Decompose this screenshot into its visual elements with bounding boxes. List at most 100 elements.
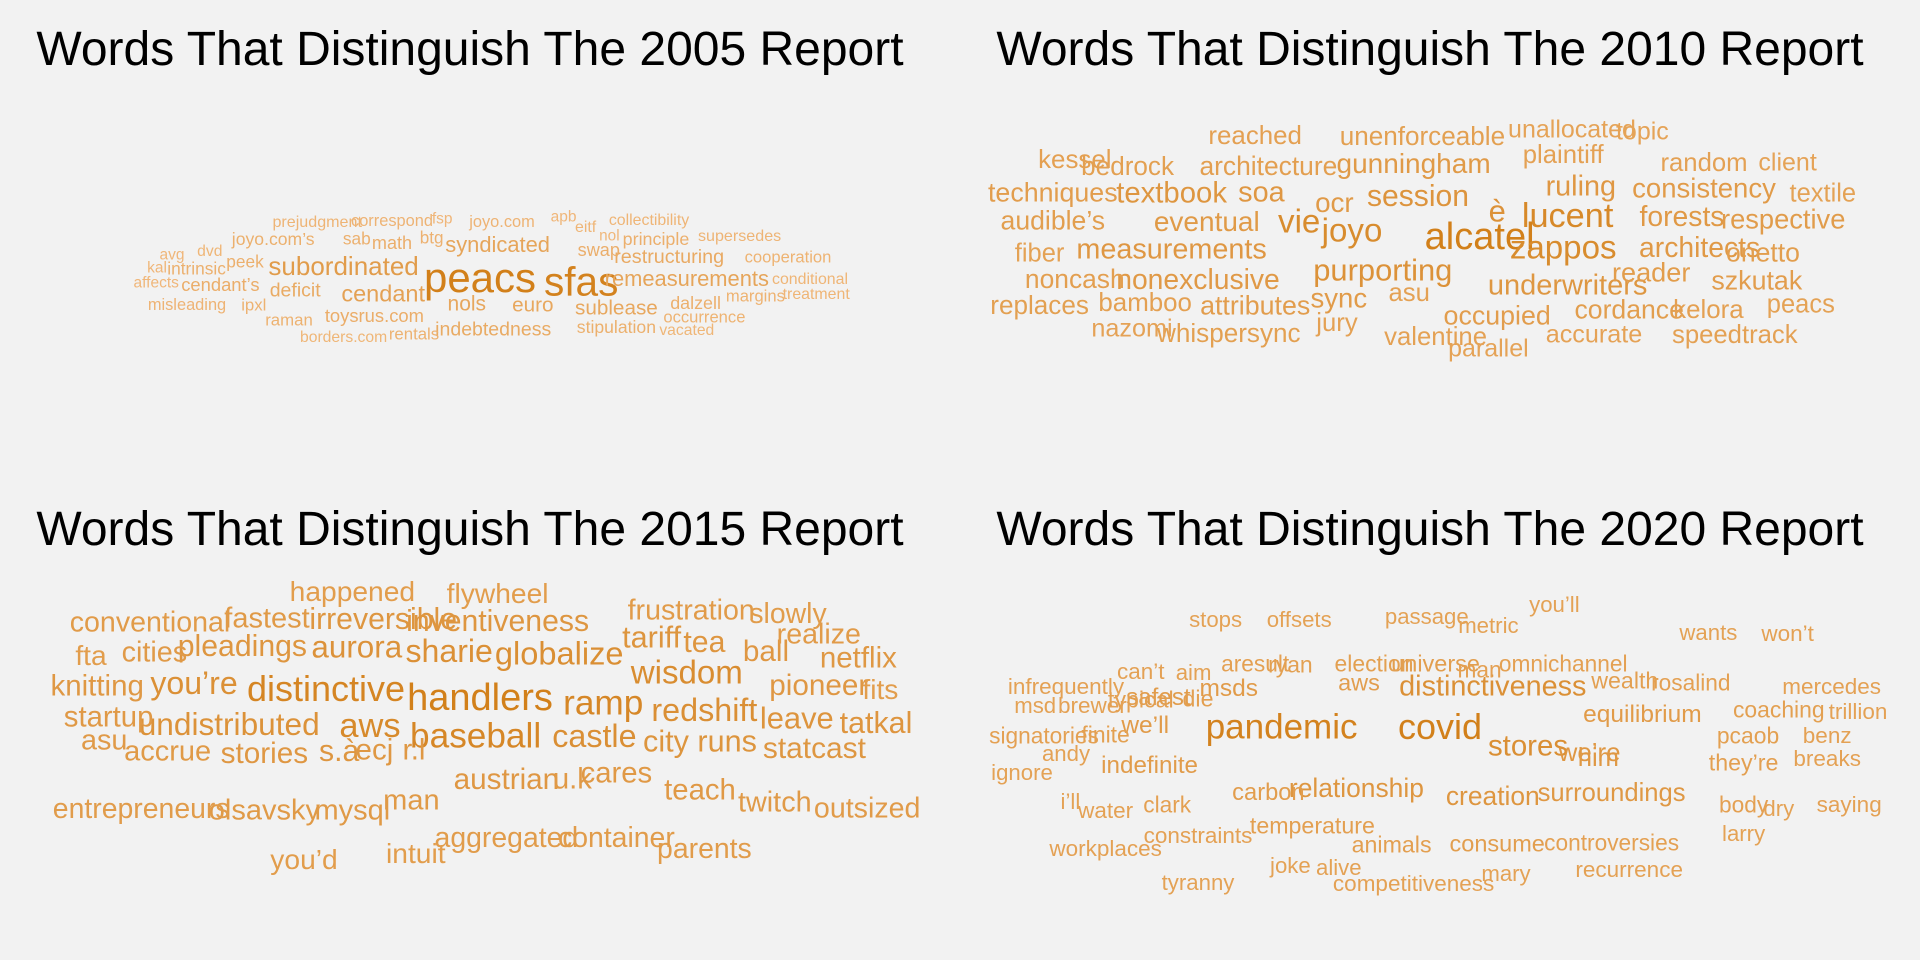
wordcloud-word: prejudgment bbox=[272, 212, 362, 231]
wordcloud-word: man bbox=[1457, 657, 1502, 684]
wordcloud-word: asu bbox=[1388, 279, 1430, 308]
wordcloud-word: water bbox=[1078, 797, 1134, 823]
wordcloud-word: you’d bbox=[270, 843, 338, 876]
wordcloud-word: subordinated bbox=[268, 251, 419, 281]
wordcloud-word: occupied bbox=[1443, 300, 1551, 331]
wordcloud-word: client bbox=[1758, 148, 1817, 177]
wordcloud-2015: handlers distinctive baseball ramp aws wisdom… bbox=[0, 480, 960, 960]
wordcloud-word: r.l bbox=[402, 733, 426, 767]
wordcloud-word: distinctiveness bbox=[1399, 670, 1587, 703]
wordcloud-word: alcatel bbox=[1424, 216, 1535, 259]
wordcloud-word: noncash bbox=[1024, 263, 1125, 294]
wordcloud-word: topic bbox=[1615, 117, 1669, 146]
wordcloud-word: we’re bbox=[1558, 739, 1621, 768]
panel-title-2015: Words That Distinguish The 2015 Report bbox=[36, 503, 904, 556]
wordcloud-word: cendant’s bbox=[181, 273, 260, 295]
wordcloud-word: borders.com bbox=[300, 329, 388, 347]
wordcloud-word: redshift bbox=[651, 692, 758, 729]
wordcloud-word: fsp bbox=[431, 210, 453, 228]
wordcloud-word: undistributed bbox=[138, 706, 320, 743]
wordcloud-word: him bbox=[1577, 743, 1620, 772]
wordcloud-2005: peacs sfas subordinated cendant remeasuremen… bbox=[0, 0, 960, 480]
wordcloud-word: lucent bbox=[1521, 197, 1614, 236]
wordcloud-word: bedrock bbox=[1081, 150, 1175, 181]
wordcloud-word: offsets bbox=[1266, 606, 1332, 632]
wordcloud-word: sharie bbox=[405, 632, 493, 669]
wordcloud-word: passage bbox=[1384, 603, 1469, 629]
wordcloud-word: ramp bbox=[563, 683, 644, 723]
wordcloud-word: alive bbox=[1315, 854, 1362, 880]
wordcloud-word: ocr bbox=[1315, 187, 1354, 219]
wordcloud-word: replaces bbox=[990, 289, 1089, 320]
wordcloud-word: tariff bbox=[622, 620, 682, 655]
wordcloud-word: stipulation bbox=[576, 317, 657, 338]
wordcloud-word: dry bbox=[1763, 795, 1795, 821]
wordcloud-word: infrequently bbox=[1007, 673, 1125, 699]
wordcloud-word: aws bbox=[339, 707, 401, 746]
wordcloud-word: session bbox=[1366, 179, 1470, 213]
wordcloud-word: conventional bbox=[69, 606, 231, 639]
wordcloud-word: sync bbox=[1310, 282, 1368, 314]
wordcloud-word: whispersync bbox=[1157, 318, 1301, 349]
wordcloud-word: fiber bbox=[1014, 239, 1065, 268]
wordcloud-2010: alcatel lucent zappos joyo vie purporting è ses… bbox=[960, 0, 1920, 480]
wordcloud-panel-2005: Words That Distinguish The 2005 Report p… bbox=[0, 0, 960, 480]
wordcloud-word: olsavsky bbox=[208, 794, 320, 827]
wordcloud-word: slowly bbox=[749, 597, 827, 630]
wordcloud-word: brewer bbox=[1058, 692, 1127, 718]
wordcloud-word: realize bbox=[776, 618, 861, 651]
wordcloud-word: baseball bbox=[410, 715, 542, 755]
wordcloud-word: consistency bbox=[1632, 172, 1776, 204]
wordcloud-word: textbook bbox=[1116, 176, 1227, 210]
wordcloud-word: dalzell bbox=[670, 293, 721, 314]
wordcloud-word: omnichannel bbox=[1498, 650, 1628, 677]
wordcloud-word: raman bbox=[265, 310, 313, 330]
wordcloud-word: accurate bbox=[1545, 320, 1643, 349]
wordcloud-word: peek bbox=[226, 251, 264, 272]
wordcloud-word: finite bbox=[1081, 721, 1130, 748]
wordcloud-word: clark bbox=[1143, 791, 1192, 818]
wordcloud-word: respective bbox=[1720, 202, 1846, 234]
wordcloud-word: aurora bbox=[311, 629, 403, 665]
wordcloud-word: misleading bbox=[147, 295, 227, 314]
wordcloud-word: knitting bbox=[50, 669, 144, 703]
wordcloud-word: mary bbox=[1481, 860, 1531, 886]
wordcloud-word: competitiveness bbox=[1332, 870, 1495, 896]
wordcloud-word: container bbox=[557, 822, 675, 855]
wordcloud-word: tea bbox=[683, 625, 726, 659]
wordcloud-word: startup bbox=[63, 699, 154, 733]
wordcloud-word: margins bbox=[725, 286, 785, 306]
wordcloud-word: typical bbox=[1107, 686, 1174, 713]
wordcloud-word: ruling bbox=[1545, 170, 1617, 203]
wordcloud-word: peacs bbox=[1766, 289, 1835, 318]
wordcloud-word: joyo.com bbox=[469, 212, 535, 231]
wordcloud-word: random bbox=[1660, 149, 1748, 178]
wordcloud-word: plaintiff bbox=[1522, 141, 1604, 170]
wordcloud-word: nols bbox=[447, 292, 487, 316]
wordcloud-panel-2010: Words That Distinguish The 2010 Report a… bbox=[960, 0, 1920, 480]
wordcloud-word: joke bbox=[1270, 852, 1311, 878]
wordcloud-word: wants bbox=[1679, 619, 1738, 645]
wordcloud-word: reader bbox=[1612, 256, 1691, 288]
wordcloud-word: entrepreneurs bbox=[52, 792, 230, 825]
wordcloud-word: ball bbox=[742, 634, 790, 668]
wordcloud-word: measurements bbox=[1076, 233, 1267, 266]
wordcloud-word: avg bbox=[159, 246, 185, 264]
wordcloud-word: zappos bbox=[1509, 229, 1617, 267]
wordcloud-word: pandemic bbox=[1205, 707, 1358, 747]
wordcloud-word: you’ll bbox=[1529, 592, 1580, 618]
wordcloud-word: forests bbox=[1639, 200, 1725, 233]
wordcloud-word: kal bbox=[147, 259, 167, 277]
wordcloud-word: happened bbox=[289, 575, 416, 608]
wordcloud-word: joyo bbox=[1321, 212, 1383, 250]
wordcloud-word: distinctive bbox=[246, 668, 406, 710]
wordcloud-word: andy bbox=[1041, 741, 1091, 767]
wordcloud-word: restructuring bbox=[614, 246, 725, 269]
wordcloud-word: math bbox=[371, 232, 413, 253]
wordcloud-word: ecj bbox=[355, 733, 394, 767]
wordcloud-word: underwriters bbox=[1487, 269, 1648, 302]
wordcloud-word: breaks bbox=[1793, 745, 1861, 771]
wordcloud-word: irreversible bbox=[309, 602, 457, 636]
wordcloud-word: ignore bbox=[991, 760, 1053, 786]
wordcloud-word: signatories bbox=[989, 722, 1099, 749]
